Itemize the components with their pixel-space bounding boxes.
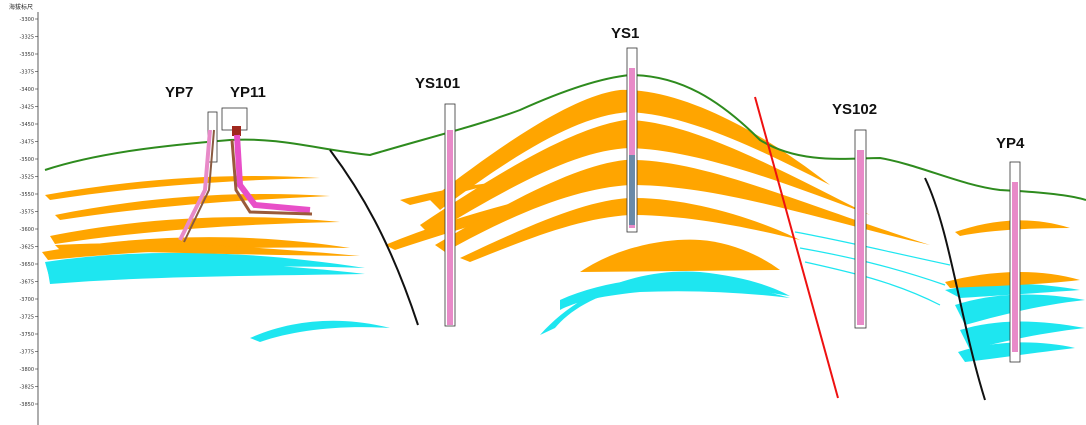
well-ys1 — [626, 47, 638, 233]
elevation-axis: -3300 -3325 -3350 -3375 -3400 -3425 -3450 -3475… — [19, 12, 39, 425]
axis-tick-label: -3350 — [19, 52, 34, 58]
well-yp4 — [1009, 161, 1021, 363]
water-layer-right-3 — [960, 321, 1085, 350]
well-labels: YP7 YP11 YS101 YS1 YS102 YP4 — [165, 25, 1025, 152]
well-label-yp4: YP4 — [996, 135, 1025, 152]
axis-tick-label: -3325 — [19, 34, 34, 40]
axis-tick-label: -3800 — [19, 367, 34, 373]
sand-layer-left-2 — [55, 194, 330, 220]
axis-title: 海拔标尺 — [9, 4, 34, 11]
axis-tick-label: -3675 — [19, 279, 34, 285]
axis-tick-label: -3400 — [19, 87, 34, 93]
sand-layer-arch-4 — [460, 197, 800, 262]
axis-tick-label: -3300 — [19, 17, 34, 23]
axis-tick-label: -3500 — [19, 157, 34, 163]
axis-tick-label: -3850 — [19, 402, 34, 408]
sand-layer-arch-2 — [420, 120, 870, 235]
well-label-yp7: YP7 — [165, 84, 193, 101]
well-label-ys102: YS102 — [832, 101, 877, 118]
well-yp7 — [178, 111, 218, 243]
axis-tick-label: -3700 — [19, 297, 34, 303]
axis-tick-label: -3375 — [19, 69, 34, 75]
well-yp11 — [221, 107, 313, 216]
sand-layer-arch-3 — [435, 159, 930, 252]
sand-layer-arch-1 — [430, 89, 830, 210]
axis-tick-label: -3825 — [19, 384, 34, 390]
water-layer-left-2 — [48, 263, 365, 284]
axis-ticks: -3300 -3325 -3350 -3375 -3400 -3425 -3450 -3475… — [19, 17, 38, 408]
sand-layer-left-1 — [45, 175, 320, 200]
sand-layer-left-3 — [50, 217, 340, 244]
well-label-yp11: YP11 — [230, 84, 266, 101]
water-layers — [45, 252, 1085, 362]
water-layer-lower-left — [250, 320, 390, 342]
axis-tick-label: -3775 — [19, 349, 34, 355]
well-ys101 — [444, 103, 456, 327]
fault-red — [754, 96, 839, 399]
sand-layer-center-mound — [580, 239, 780, 272]
axis-tick-label: -3550 — [19, 192, 34, 198]
axis-tick-label: -3600 — [19, 227, 34, 233]
well-ys102 — [854, 129, 867, 329]
sand-layers — [42, 89, 1080, 288]
axis-tick-label: -3425 — [19, 104, 34, 110]
axis-tick-label: -3575 — [19, 209, 34, 215]
water-layer-center-2 — [560, 278, 790, 310]
axis-tick-label: -3450 — [19, 122, 34, 128]
axis-tick-label: -3725 — [19, 314, 34, 320]
well-label-ys101: YS101 — [415, 75, 460, 92]
axis-tick-label: -3650 — [19, 262, 34, 268]
axis-tick-label: -3475 — [19, 139, 34, 145]
well-label-ys1: YS1 — [611, 25, 639, 42]
axis-tick-label: -3525 — [19, 174, 34, 180]
axis-tick-label: -3750 — [19, 332, 34, 338]
water-thin-lines — [794, 231, 951, 306]
top-surface-line — [44, 73, 1086, 201]
axis-tick-label: -3625 — [19, 244, 34, 250]
sand-layer-left-5 — [55, 243, 360, 256]
fault-right — [924, 177, 986, 401]
fault-left — [329, 149, 419, 326]
